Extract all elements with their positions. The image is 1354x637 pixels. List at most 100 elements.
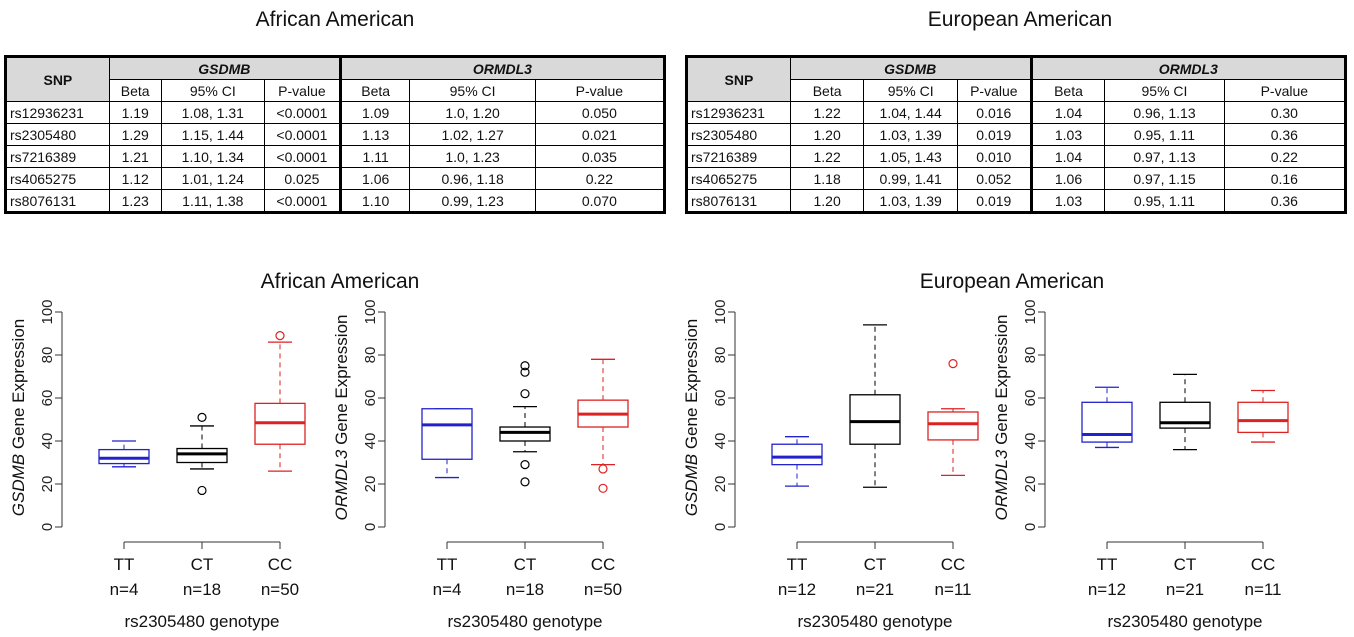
outlier-point (275, 331, 285, 341)
col-header-beta: Beta (338, 79, 411, 102)
col-header-ci: 95% CI (1104, 79, 1225, 102)
table-cell: 0.36 (1223, 189, 1347, 213)
table-body: rs12936231 1.22 1.04, 1.44 0.016 1.04 0.96, 1… (686, 101, 1347, 213)
x-sample-size-label: n=12 (1088, 580, 1126, 599)
outlier-point (197, 485, 207, 496)
y-axis-label: GSDMB Gene Expression (9, 319, 28, 516)
y-tick-label: 60 (712, 390, 729, 407)
table-body: rs12936231 1.19 1.08, 1.31 <0.0001 1.09 1.0, … (5, 101, 666, 213)
y-axis-label-gene: ORMDL3 (332, 449, 351, 520)
x-category-label: TT (1097, 555, 1118, 574)
boxplot-panel-1: 0 20 40 60 80 100 ORMDL3 Gene Expression TT n=4 C… (332, 299, 629, 631)
y-tick-label: 0 (1022, 523, 1039, 531)
y-tick-label: 80 (712, 347, 729, 364)
x-sample-size-label: n=11 (934, 580, 971, 599)
y-tick-label: 100 (39, 299, 56, 324)
y-tick-label: 80 (1022, 347, 1039, 364)
y-axis-label-rest: Gene Expression (9, 319, 28, 454)
table-cell: 1.12 (108, 167, 162, 190)
snp-id-cell: rs4065275 (5, 167, 110, 190)
y-tick-label: 0 (39, 523, 56, 531)
table-cell: 0.070 (534, 189, 666, 213)
box-iqr (98, 448, 150, 465)
outlier-point (598, 483, 608, 493)
y-tick-label: 0 (712, 523, 729, 531)
y-tick-label: 20 (1022, 476, 1039, 493)
table-cell: 0.95, 1.11 (1104, 123, 1225, 146)
table-cell: 0.96, 1.18 (409, 167, 536, 190)
col-header-pvalue: P-value (956, 79, 1032, 102)
y-tick-label: 100 (712, 299, 729, 324)
european-american-snp-table: SNP GSDMB ORMDL3 Beta 95% CI P-value Bet… (685, 55, 1347, 214)
y-axis-label-rest: Gene Expression (992, 315, 1011, 450)
x-axis-label: rs2305480 genotype (797, 612, 952, 631)
col-header-ci: 95% CI (409, 79, 536, 102)
table-row: rs8076131 1.20 1.03, 1.39 0.019 1.03 0.95, 1.… (686, 189, 1347, 213)
box-iqr (499, 426, 551, 442)
col-header-pvalue: P-value (534, 79, 666, 102)
x-category-label: CC (268, 555, 293, 574)
table-row: rs2305480 1.29 1.15, 1.44 <0.0001 1.13 1.02, … (5, 123, 666, 146)
table-cell: 1.09 (338, 101, 411, 124)
table-cell: 1.23 (108, 189, 162, 213)
x-category-label: CT (514, 555, 537, 574)
box-iqr (849, 394, 901, 445)
table-cell: 1.0, 1.23 (409, 145, 536, 168)
table-cell: 1.21 (108, 145, 162, 168)
table-row: rs7216389 1.22 1.05, 1.43 0.010 1.04 0.97, 1.… (686, 145, 1347, 168)
y-tick-label: 80 (39, 347, 56, 364)
x-sample-size-label: n=11 (1244, 580, 1281, 599)
y-axis-label-gene: GSDMB (9, 454, 28, 516)
plot-title-european-american: European American (919, 270, 1105, 293)
table-cell: 1.03, 1.39 (863, 189, 958, 213)
box-iqr (1237, 401, 1289, 434)
box-iqr (1159, 401, 1211, 429)
x-axis-label: rs2305480 genotype (124, 612, 279, 631)
table-cell: 1.20 (789, 189, 865, 213)
outlier-point (598, 464, 608, 474)
gene-header-gsdmb: GSDMB (789, 56, 1032, 80)
snp-header: SNP (686, 56, 791, 102)
x-category-label: TT (437, 555, 458, 574)
snp-id-cell: rs8076131 (5, 189, 110, 213)
table-row: rs12936231 1.22 1.04, 1.44 0.016 1.04 0.96, 1… (686, 101, 1347, 124)
y-tick-label: 80 (362, 347, 379, 364)
outlier-point (520, 460, 530, 470)
table-cell: 1.02, 1.27 (409, 123, 536, 146)
x-category-label: CT (191, 555, 214, 574)
x-category-label: CC (1251, 555, 1276, 574)
table-cell: 0.95, 1.11 (1104, 189, 1225, 213)
snp-header: SNP (5, 56, 110, 102)
y-tick-label: 20 (39, 476, 56, 493)
x-category-label: TT (114, 555, 135, 574)
box-iqr (421, 408, 473, 460)
african-american-snp-table: SNP GSDMB ORMDL3 Beta 95% CI P-value Bet… (4, 55, 666, 214)
x-category-label: CC (591, 555, 616, 574)
snp-id-cell: rs7216389 (686, 145, 791, 168)
x-sample-size-label: n=18 (506, 580, 544, 599)
table-cell: <0.0001 (264, 189, 341, 213)
y-axis-label-gene: GSDMB (682, 454, 701, 516)
y-tick-label: 40 (712, 433, 729, 450)
table-row: rs8076131 1.23 1.11, 1.38 <0.0001 1.10 0.99, … (5, 189, 666, 213)
table-cell: 0.99, 1.41 (863, 167, 958, 190)
y-axis-label-rest: Gene Expression (332, 315, 351, 450)
snp-id-cell: rs2305480 (686, 123, 791, 146)
y-axis-label: ORMDL3 Gene Expression (332, 315, 351, 521)
col-header-beta: Beta (108, 79, 162, 102)
table-cell: 0.016 (956, 101, 1032, 124)
x-axis-label: rs2305480 genotype (447, 612, 602, 631)
outlier-point (520, 367, 530, 377)
x-sample-size-label: n=50 (584, 580, 622, 599)
table-cell: 1.19 (108, 101, 162, 124)
y-tick-label: 40 (362, 433, 379, 450)
table-cell: 0.010 (956, 145, 1032, 168)
y-tick-label: 60 (1022, 390, 1039, 407)
snp-id-cell: rs12936231 (5, 101, 110, 124)
x-sample-size-label: n=18 (183, 580, 221, 599)
table-cell: 1.03 (1029, 189, 1106, 213)
y-tick-label: 20 (362, 476, 379, 493)
outlier-point (520, 361, 530, 371)
table-title-african-american: African American (255, 8, 415, 31)
